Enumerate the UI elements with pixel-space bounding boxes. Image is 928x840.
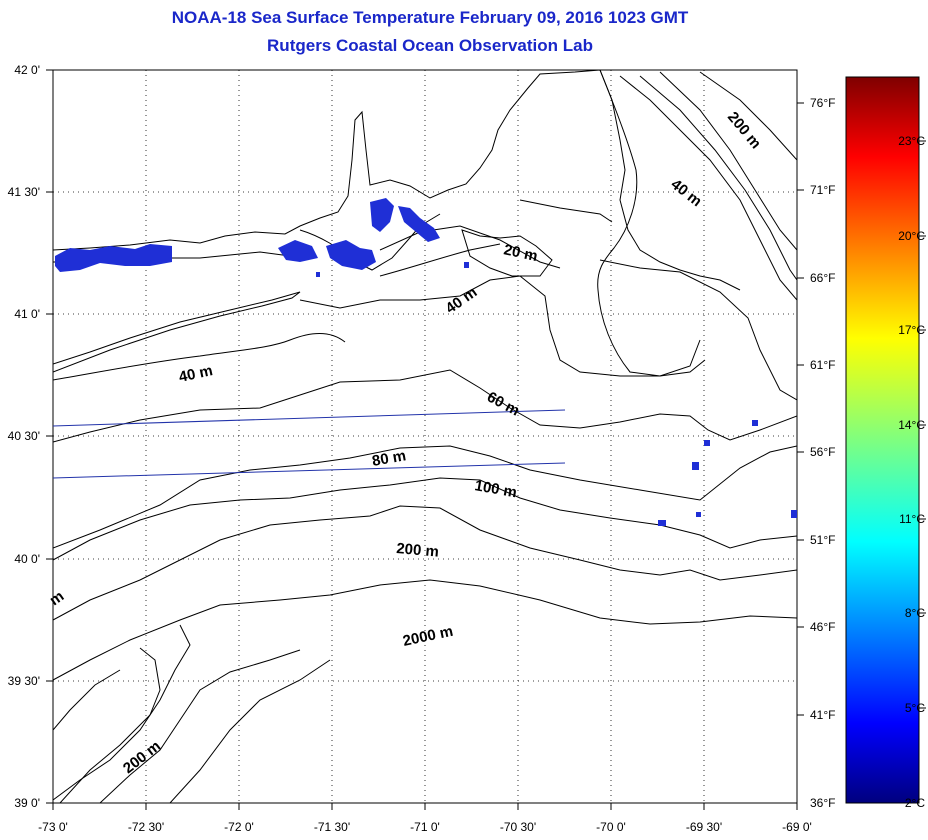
sst-pixel bbox=[696, 512, 701, 517]
lat-label: 41 0' bbox=[14, 307, 40, 321]
swath-edges bbox=[52, 409, 566, 479]
map-title: NOAA-18 Sea Surface Temperature February… bbox=[171, 8, 689, 27]
lon-label: -72 0' bbox=[224, 820, 254, 834]
canyon-contour-4 bbox=[53, 669, 121, 731]
lon-label: -69 30' bbox=[686, 820, 722, 834]
fahrenheit-label: 56°F bbox=[810, 445, 835, 459]
lat-label: 40 30' bbox=[8, 429, 40, 443]
lat-label: 39 0' bbox=[14, 796, 40, 810]
sst-patches bbox=[55, 198, 797, 526]
lon-label: -72 30' bbox=[128, 820, 164, 834]
sst-patch-channel bbox=[398, 206, 440, 242]
fahrenheit-label: 36°F bbox=[810, 796, 835, 810]
celsius-label: 14°C bbox=[898, 418, 925, 432]
fahrenheit-label: 76°F bbox=[810, 96, 835, 110]
contour-20m bbox=[379, 225, 561, 269]
fahrenheit-label: 71°F bbox=[810, 183, 835, 197]
contour-100m bbox=[53, 477, 797, 561]
frame-ticks bbox=[46, 69, 804, 810]
sst-pixel bbox=[791, 510, 797, 518]
lon-label: -73 0' bbox=[38, 820, 68, 834]
graticule bbox=[53, 70, 797, 803]
sst-patch-narragansett bbox=[278, 240, 318, 262]
fahrenheit-label: 51°F bbox=[810, 533, 835, 547]
celsius-labels: 23°C 20°C 17°C 14°C 11°C 8°C 5°C 2°C bbox=[898, 134, 925, 810]
contour-label-80m: 80 m bbox=[371, 447, 408, 470]
sst-pixel bbox=[752, 420, 758, 426]
nantucket-shoals bbox=[599, 259, 797, 401]
fahrenheit-label: 41°F bbox=[810, 708, 835, 722]
celsius-label: 23°C bbox=[898, 134, 925, 148]
sst-patch-upper-bay bbox=[370, 198, 394, 232]
celsius-label: 5°C bbox=[905, 701, 925, 715]
contour-40m-sound bbox=[299, 275, 706, 377]
colorbar bbox=[845, 76, 920, 804]
map-frame bbox=[52, 69, 798, 804]
canyon-contour-2 bbox=[99, 649, 301, 803]
shoal-contour-4 bbox=[699, 71, 797, 161]
contour-label-20m: 20 m bbox=[502, 241, 539, 265]
lat-label: 41 30' bbox=[8, 185, 40, 199]
contour-2000m bbox=[53, 579, 797, 681]
lon-label: -69 0' bbox=[782, 820, 812, 834]
lon-label: -70 0' bbox=[596, 820, 626, 834]
sst-patch-buzzards bbox=[326, 240, 376, 270]
lat-label: 40 0' bbox=[14, 552, 40, 566]
map-content bbox=[53, 70, 797, 803]
fahrenheit-label: 46°F bbox=[810, 620, 835, 634]
contour-label-40m-west: 40 m bbox=[177, 362, 214, 386]
fahrenheit-label: 66°F bbox=[810, 271, 835, 285]
celsius-label: 20°C bbox=[898, 229, 925, 243]
fahrenheit-labels: 76°F 71°F 66°F 61°F 56°F 51°F 46°F 41°F … bbox=[810, 96, 835, 810]
fahrenheit-label: 61°F bbox=[810, 358, 835, 372]
lon-label: -70 30' bbox=[500, 820, 536, 834]
latitude-labels: 42 0' 41 30' 41 0' 40 30' 40 0' 39 30' 3… bbox=[8, 63, 40, 810]
contour-40m-west bbox=[53, 333, 346, 381]
sst-pixel bbox=[692, 462, 699, 470]
contour-200m-mid bbox=[53, 505, 797, 621]
celsius-label: 11°C bbox=[899, 512, 925, 526]
sst-patch-long-island-sound bbox=[55, 244, 172, 272]
cape-cod-outline bbox=[519, 70, 701, 377]
lat-label: 42 0' bbox=[14, 63, 40, 77]
shoal-contour-2 bbox=[639, 75, 797, 281]
long-island-outline bbox=[53, 291, 301, 373]
sst-pixel bbox=[316, 272, 320, 277]
sst-pixel bbox=[658, 520, 666, 526]
celsius-label: 17°C bbox=[898, 323, 925, 337]
colorbar-ticks bbox=[919, 140, 926, 709]
celsius-label: 2°C bbox=[905, 796, 925, 810]
shoal-contour-3 bbox=[659, 71, 797, 251]
map-subtitle: Rutgers Coastal Ocean Observation Lab bbox=[267, 36, 593, 55]
contour-60m bbox=[53, 369, 797, 443]
sst-pixel bbox=[464, 262, 469, 268]
celsius-label: 8°C bbox=[905, 606, 925, 620]
longitude-labels: -73 0' -72 30' -72 0' -71 30' -71 0' -70… bbox=[38, 820, 812, 834]
contour-label-200m-mid: 200 m bbox=[396, 540, 440, 561]
canyon-contour-1 bbox=[59, 647, 161, 803]
contour-80m bbox=[53, 445, 797, 549]
lat-label: 39 30' bbox=[8, 674, 40, 688]
sst-pixel bbox=[704, 440, 710, 446]
lon-label: -71 0' bbox=[410, 820, 440, 834]
canyon-contour-3 bbox=[169, 659, 331, 803]
lon-label: -71 30' bbox=[314, 820, 350, 834]
shoal-contour-1 bbox=[619, 75, 797, 301]
